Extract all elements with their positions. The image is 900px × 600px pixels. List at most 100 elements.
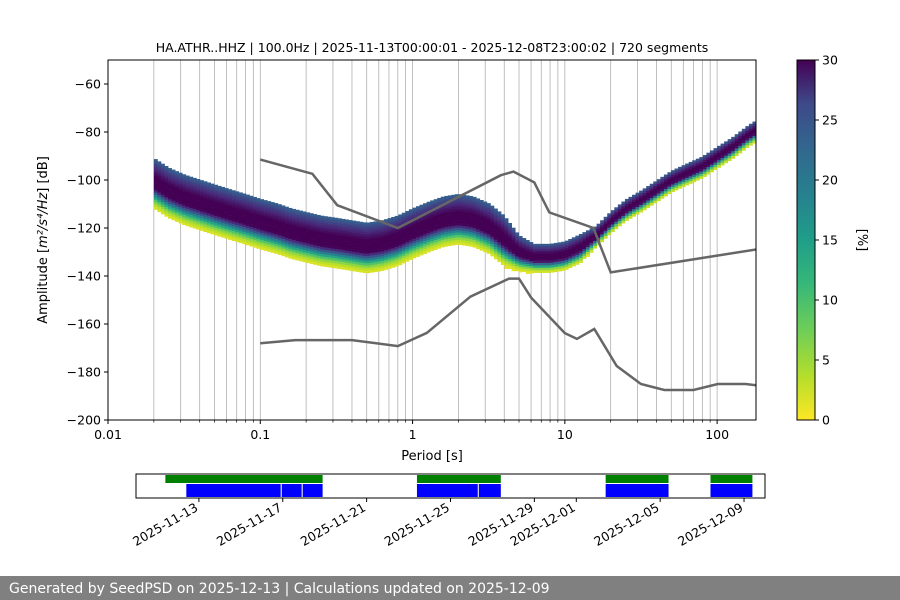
heatmap-cell [525, 266, 530, 270]
heatmap-cell [462, 218, 466, 222]
heatmap-cell [373, 221, 378, 225]
heatmap-cell [571, 258, 576, 262]
heatmap-cell [210, 183, 215, 187]
heatmap-cell [263, 207, 268, 211]
heatmap-cell [313, 218, 318, 222]
heatmap-cell [504, 237, 509, 241]
heatmap-cell [171, 200, 176, 204]
heatmap-cell [469, 222, 474, 226]
heatmap-cell [440, 206, 445, 210]
heatmap-cell [554, 247, 559, 251]
heatmap-cell [695, 165, 700, 169]
heatmap-cell [256, 217, 261, 220]
heatmap-cell [451, 228, 456, 232]
heatmap-cell [504, 261, 509, 265]
heatmap-cell [245, 235, 250, 239]
heatmap-cell [387, 251, 392, 255]
heatmap-cell [635, 204, 640, 208]
heatmap-cell [670, 174, 675, 178]
heatmap-cell [578, 233, 583, 237]
heatmap-cell [267, 229, 272, 233]
heatmap-cell [497, 223, 502, 227]
heatmap-cell [199, 189, 204, 193]
heatmap-cell [182, 217, 187, 221]
heatmap-cell [284, 216, 289, 219]
heatmap-cell [249, 222, 254, 225]
heatmap-cell [543, 263, 548, 266]
heatmap-cell [458, 213, 463, 217]
heatmap-cell [362, 231, 367, 235]
heatmap-cell [185, 204, 190, 208]
heatmap-cell [185, 199, 190, 203]
heatmap-cell [253, 237, 257, 241]
heatmap-cell [160, 170, 165, 174]
heatmap-cell [345, 262, 350, 266]
heatmap-cell [242, 207, 247, 211]
heatmap-cell [405, 234, 410, 238]
heatmap-cell [589, 233, 594, 236]
heatmap-cell [224, 224, 229, 227]
heatmap-cell [412, 207, 417, 211]
heatmap-cell [249, 243, 254, 247]
heatmap-cell [281, 227, 286, 230]
heatmap-cell [270, 240, 275, 244]
heatmap-cell [171, 169, 176, 173]
heatmap-cell [660, 181, 665, 185]
heatmap-cell [267, 246, 272, 250]
heatmap-cell [663, 193, 668, 197]
heatmap-cell [302, 228, 307, 231]
heatmap-cell [486, 215, 491, 218]
heatmap-cell [483, 215, 488, 219]
heatmap-cell [504, 218, 509, 221]
heatmap-cell [695, 173, 700, 176]
heatmap-cell [419, 238, 424, 242]
heatmap-cell [355, 259, 360, 263]
heatmap-cell [465, 236, 470, 239]
heatmap-cell [500, 259, 505, 263]
heatmap-cell [242, 241, 247, 245]
heatmap-cell [366, 265, 371, 269]
heatmap-cell [469, 219, 474, 223]
heatmap-cell [242, 224, 247, 228]
heatmap-cell [373, 264, 378, 268]
heatmap-cell [256, 214, 261, 218]
heatmap-cell [348, 251, 353, 254]
heatmap-cell [660, 186, 665, 190]
heatmap-cell [192, 187, 197, 191]
heatmap-cell [306, 221, 311, 225]
heatmap-cell [199, 194, 204, 198]
heatmap-cell [401, 258, 406, 262]
heatmap-cell [313, 233, 318, 236]
heatmap-cell [168, 180, 172, 183]
heatmap-cell [178, 179, 183, 183]
heatmap-cell [277, 213, 282, 217]
heatmap-cell [490, 222, 495, 226]
heatmap-cell [681, 165, 686, 168]
heatmap-cell [585, 247, 590, 250]
heatmap-cell [486, 222, 491, 226]
heatmap-cell [603, 223, 608, 227]
heatmap-cell [362, 248, 367, 252]
heatmap-cell [224, 192, 229, 196]
heatmap-cell [678, 166, 683, 170]
heatmap-cell [649, 200, 654, 204]
heatmap-cell [373, 235, 378, 239]
heatmap-cell [702, 174, 707, 177]
heatmap-cell [678, 181, 683, 184]
heatmap-cell [504, 235, 509, 238]
heatmap-cell [245, 237, 250, 241]
heatmap-cell [653, 195, 658, 199]
heatmap-cell [433, 242, 438, 246]
heatmap-cell [362, 224, 367, 228]
heatmap-cell [504, 266, 509, 269]
heatmap-cell [362, 265, 367, 269]
heatmap-cell [532, 258, 537, 261]
heatmap-cell [192, 180, 197, 183]
heatmap-cell [423, 217, 427, 221]
heatmap-cell [405, 251, 410, 255]
heatmap-cell [554, 252, 559, 256]
heatmap-cell [238, 214, 243, 217]
heatmap-cell [309, 246, 314, 250]
heatmap-cell [653, 183, 658, 187]
heatmap-cell [369, 236, 374, 240]
